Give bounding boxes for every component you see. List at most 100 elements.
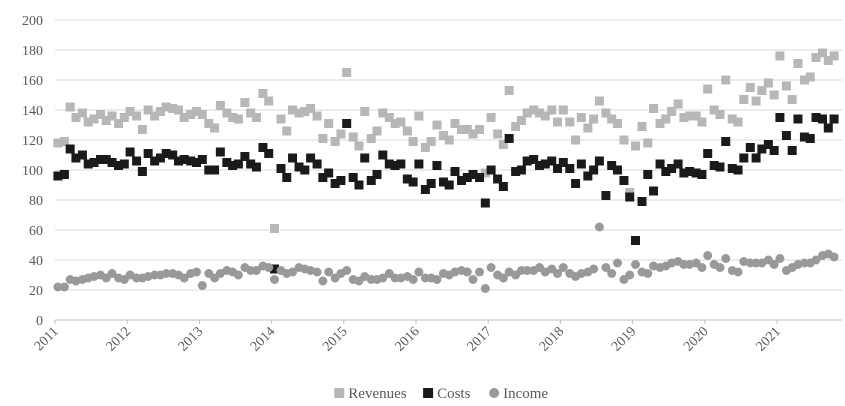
data-point [366,176,376,185]
data-point [516,165,526,175]
data-point [414,159,424,169]
data-point [150,111,160,121]
data-point [739,95,749,104]
data-point [594,222,604,232]
data-point [336,129,346,139]
data-point [125,147,135,157]
data-point [607,269,617,278]
data-point [589,264,599,274]
data-point [161,102,171,112]
data-point [450,167,460,176]
data-point [565,164,575,173]
data-point [59,282,69,292]
data-point [655,159,665,169]
legend-marker [423,388,434,398]
data-point [793,114,803,124]
data-point [462,173,472,182]
data-point [493,129,503,139]
data-point [192,158,202,167]
data-point [619,176,629,185]
data-point [745,83,755,92]
data-point [161,269,171,278]
data-point [288,153,298,163]
data-point [168,104,178,113]
data-point [522,156,532,166]
data-point [258,89,268,98]
data-point [480,198,490,208]
data-point [233,270,243,280]
data-point [576,159,586,169]
data-point [558,263,568,272]
data-point [775,51,785,61]
data-point [269,264,279,274]
data-point [269,224,279,233]
data-point [432,120,442,130]
data-point [769,90,779,100]
legend-label: Income [503,386,548,402]
data-point [336,176,346,185]
data-points [53,48,839,293]
data-point [511,122,521,131]
data-point [342,68,352,77]
x-tick-label: 2020 [681,324,711,354]
data-point [89,114,99,124]
data-point [83,159,93,169]
data-point [553,164,563,173]
data-point [612,119,622,128]
data-point [468,129,478,139]
data-point [504,86,514,95]
data-point [468,170,478,179]
data-point [498,182,508,191]
legend-label: Costs [437,386,471,402]
data-point [288,105,298,115]
data-point [71,113,81,122]
x-tick-label: 2021 [753,324,783,354]
x-tick-label: 2018 [537,324,567,354]
y-tick-label: 160 [22,74,43,89]
legend: Revenues Costs Income [334,386,548,402]
data-point [408,137,418,146]
data-point [811,255,821,265]
data-point [733,117,743,127]
data-point [222,158,232,167]
data-point [486,263,496,272]
data-point [390,119,400,128]
x-tick-label: 2015 [320,324,350,354]
data-point [733,165,743,175]
data-point [179,155,189,164]
data-point [65,144,75,154]
data-point [438,177,448,187]
data-point [823,123,833,133]
data-point [775,113,785,122]
data-point [192,267,202,277]
data-point [661,167,671,176]
data-point [197,110,207,119]
data-point [498,273,508,283]
data-point [787,95,797,104]
data-point [534,161,544,170]
data-point [438,131,448,140]
data-point [348,132,358,142]
y-tick-label: 60 [29,224,43,239]
data-point [444,180,454,190]
data-point [631,141,641,151]
data-point [420,143,430,152]
data-point [294,162,304,172]
y-tick-label: 0 [36,314,43,329]
data-point [233,159,243,169]
data-point [204,119,214,128]
data-point [402,174,412,184]
data-point [71,153,81,163]
data-point [95,155,105,164]
data-point [107,269,117,278]
data-point [534,108,544,118]
data-point [143,149,153,158]
data-point [396,117,406,127]
data-point [324,119,334,128]
data-point [53,138,63,148]
y-tick-label: 40 [29,254,43,269]
data-point [119,159,129,169]
data-point [246,159,256,169]
data-point [342,266,352,275]
legend-item-costs: Costs [423,386,471,402]
